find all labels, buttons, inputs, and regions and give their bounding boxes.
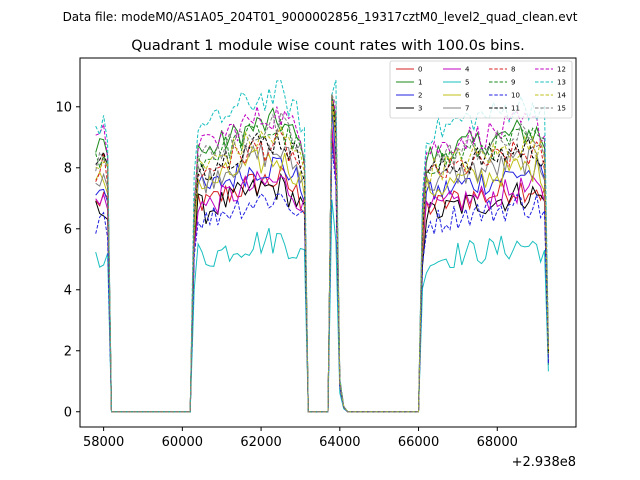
y-tick-label: 8 xyxy=(64,161,72,176)
x-tick-label: 66000 xyxy=(398,435,439,450)
series-group xyxy=(95,79,549,413)
x-tick-label: 62000 xyxy=(240,435,281,450)
x-offset-label: +2.938e8 xyxy=(512,455,576,470)
data-file-suptitle: Data file: modeM0/AS1A05_204T01_90000028… xyxy=(63,10,578,24)
legend-label-8: 8 xyxy=(511,66,515,74)
y-tick-label: 10 xyxy=(55,100,72,115)
legend-label-2: 2 xyxy=(418,92,422,100)
legend-label-7: 7 xyxy=(465,105,469,113)
legend-label-10: 10 xyxy=(511,92,520,100)
legend-label-0: 0 xyxy=(418,66,422,74)
legend-label-12: 12 xyxy=(557,66,566,74)
series-15-line xyxy=(95,94,549,413)
legend-label-6: 6 xyxy=(465,92,470,100)
legend-label-15: 15 xyxy=(557,105,566,113)
y-tick-label: 2 xyxy=(64,344,72,359)
x-tick-label: 68000 xyxy=(477,435,518,450)
legend-label-5: 5 xyxy=(465,79,469,87)
x-axis: 58000 60000 62000 64000 66000 68000 xyxy=(83,427,518,450)
x-tick-label: 64000 xyxy=(319,435,360,450)
chart-title: Quadrant 1 module wise count rates with … xyxy=(131,38,525,54)
legend-label-9: 9 xyxy=(511,79,515,87)
y-tick-label: 0 xyxy=(64,405,72,420)
y-tick-label: 6 xyxy=(64,222,72,237)
legend-label-11: 11 xyxy=(511,105,520,113)
axes-frame xyxy=(79,57,577,428)
legend-box xyxy=(389,60,573,119)
x-tick-label: 58000 xyxy=(83,435,124,450)
y-axis: 0 2 4 6 8 10 xyxy=(55,100,80,420)
y-tick-label: 4 xyxy=(64,283,72,298)
legend-label-4: 4 xyxy=(465,66,470,74)
legend-label-13: 13 xyxy=(557,79,566,87)
legend-label-1: 1 xyxy=(418,79,422,87)
x-tick-label: 60000 xyxy=(162,435,203,450)
legend-label-14: 14 xyxy=(557,92,566,100)
legend-label-3: 3 xyxy=(418,105,422,113)
